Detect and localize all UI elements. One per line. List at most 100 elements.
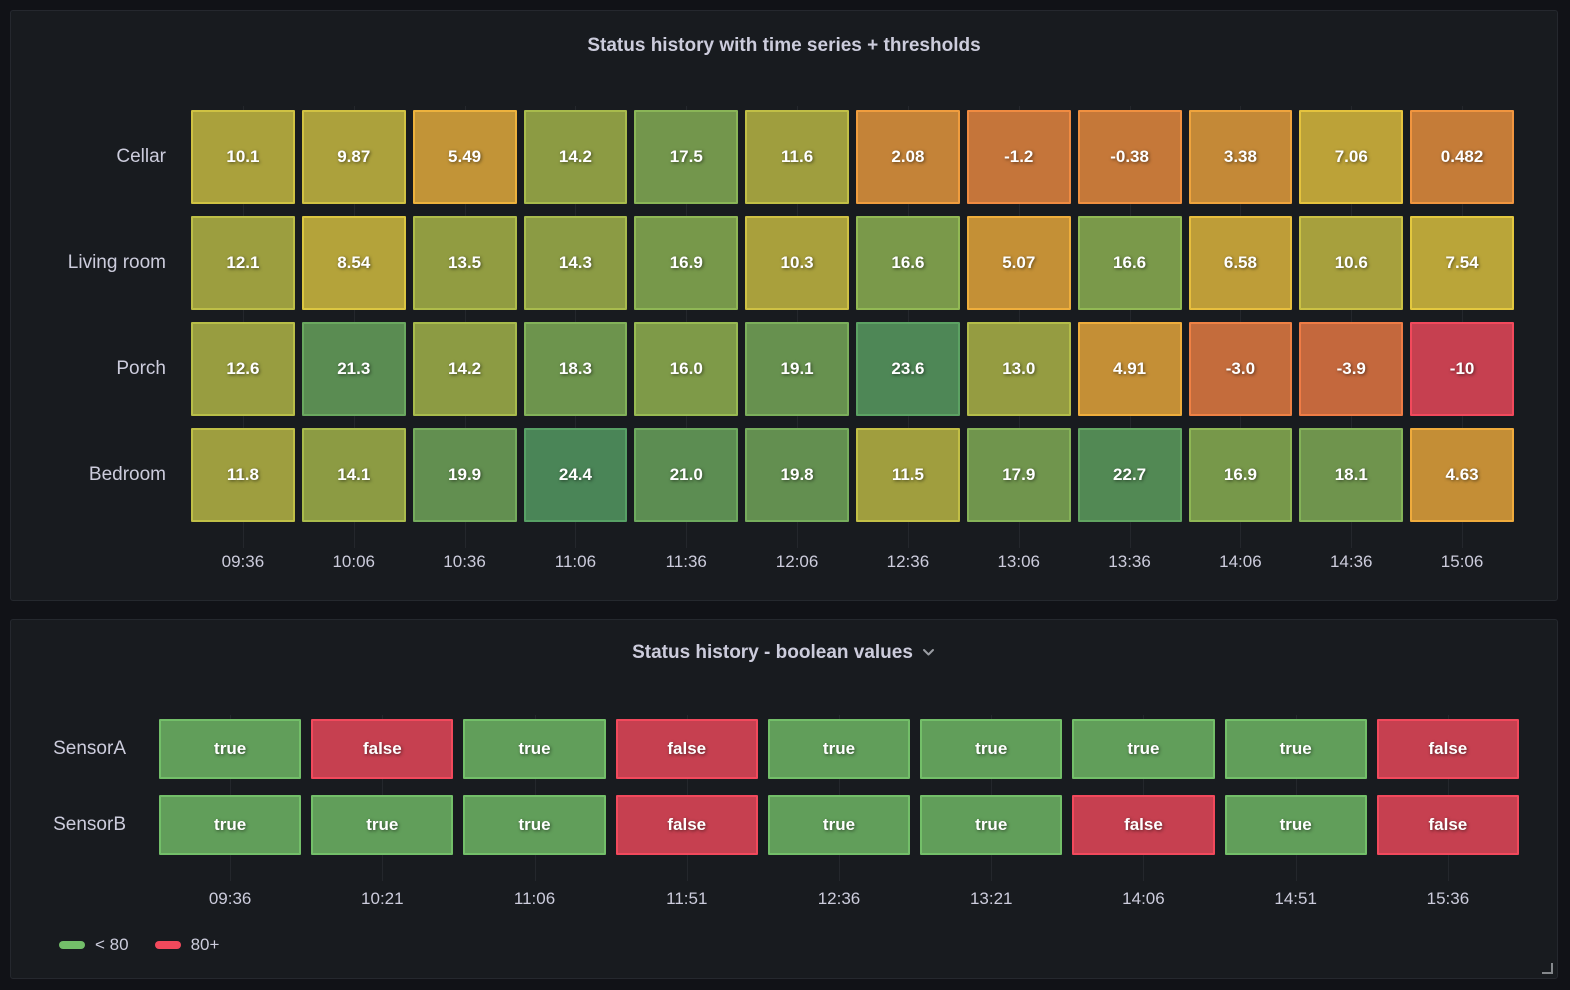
- status-cell[interactable]: -3.0: [1188, 322, 1293, 416]
- status-cell[interactable]: 18.1: [1299, 428, 1404, 522]
- cell-value: true: [1279, 815, 1312, 834]
- status-cell[interactable]: 13.5: [412, 216, 517, 310]
- status-cell[interactable]: 16.9: [634, 216, 739, 310]
- x-tick-label: 11:36: [665, 552, 707, 571]
- cell-value: -10: [1449, 359, 1475, 378]
- x-tick-label: 10:21: [361, 889, 404, 908]
- cell-value: 17.5: [669, 147, 703, 166]
- status-cell[interactable]: false: [615, 795, 758, 855]
- cell-value: 14.2: [448, 359, 482, 378]
- status-cell[interactable]: 2.08: [856, 110, 960, 204]
- panel-title[interactable]: Status history - boolean values: [632, 642, 913, 663]
- status-grid: SensorA true false true false true true true tru…: [11, 715, 1557, 881]
- status-cell[interactable]: 4.91: [1077, 322, 1182, 416]
- status-cell[interactable]: -3.9: [1299, 322, 1404, 416]
- status-cell[interactable]: 14.3: [523, 216, 628, 310]
- status-cell[interactable]: 10.3: [745, 216, 849, 310]
- status-cell[interactable]: true: [767, 795, 911, 855]
- cell-value: 23.6: [891, 359, 925, 378]
- status-cell[interactable]: true: [920, 719, 1063, 779]
- status-cell[interactable]: 11.6: [745, 110, 849, 204]
- status-cell[interactable]: 21.0: [634, 428, 739, 522]
- status-cell[interactable]: 7.06: [1299, 110, 1404, 204]
- status-cell[interactable]: 7.54: [1410, 216, 1514, 310]
- status-cell[interactable]: false: [615, 719, 758, 779]
- x-tick-label: 15:36: [1426, 889, 1470, 908]
- status-cell[interactable]: -0.38: [1077, 110, 1182, 204]
- cell-value: false: [1124, 815, 1163, 834]
- cell-value: 5.07: [1002, 253, 1036, 272]
- status-cell[interactable]: 14.1: [301, 428, 406, 522]
- status-cell[interactable]: 19.8: [745, 428, 849, 522]
- status-cell[interactable]: 11.8: [191, 428, 295, 522]
- status-cell[interactable]: 10.1: [191, 110, 295, 204]
- cell-value: 16.9: [1223, 465, 1257, 484]
- x-axis: 09:36 10:21 11:06 11:51 12:36 13:21 14:06 14:51…: [11, 889, 1557, 909]
- cell-value: 11.5: [891, 465, 924, 484]
- status-cell[interactable]: 17.9: [966, 428, 1071, 522]
- status-cell[interactable]: true: [767, 719, 911, 779]
- chevron-down-icon[interactable]: [921, 645, 936, 665]
- status-cell[interactable]: true: [311, 795, 454, 855]
- status-cell[interactable]: true: [920, 795, 1063, 855]
- status-cell[interactable]: 5.07: [966, 216, 1071, 310]
- cell-value: 5.49: [448, 147, 482, 166]
- cell-value: 18.1: [1334, 465, 1368, 484]
- status-cell[interactable]: false: [311, 719, 454, 779]
- status-cell[interactable]: true: [159, 719, 302, 779]
- panel-resize-handle-icon[interactable]: [1542, 963, 1553, 974]
- cell-value: false: [1428, 815, 1468, 834]
- status-cell[interactable]: false: [1376, 795, 1519, 855]
- status-cell[interactable]: false: [1376, 719, 1519, 779]
- cell-value: 17.9: [1002, 465, 1036, 484]
- status-cell[interactable]: 16.9: [1188, 428, 1293, 522]
- status-cell[interactable]: 13.0: [966, 322, 1071, 416]
- status-cell[interactable]: -1.2: [966, 110, 1071, 204]
- x-tick-label: 12:36: [886, 552, 930, 571]
- status-cell[interactable]: true: [159, 795, 302, 855]
- status-cell[interactable]: 19.1: [745, 322, 849, 416]
- status-cell[interactable]: 12.1: [191, 216, 295, 310]
- x-tick-label: 12:06: [775, 552, 819, 571]
- status-cell[interactable]: 14.2: [412, 322, 517, 416]
- status-cell[interactable]: 11.5: [856, 428, 960, 522]
- status-cell[interactable]: true: [463, 795, 606, 855]
- cell-value: 16.0: [669, 359, 703, 378]
- status-cell[interactable]: 5.49: [412, 110, 517, 204]
- status-cell[interactable]: 22.7: [1077, 428, 1182, 522]
- status-cell[interactable]: 0.482: [1410, 110, 1514, 204]
- legend-item[interactable]: 80+: [154, 935, 219, 955]
- cell-value: 19.8: [780, 465, 814, 484]
- cell-value: 19.9: [448, 465, 482, 484]
- status-cell[interactable]: true: [463, 719, 606, 779]
- status-cell[interactable]: true: [1224, 719, 1367, 779]
- status-cell[interactable]: 17.5: [634, 110, 739, 204]
- status-cell[interactable]: 8.54: [301, 216, 406, 310]
- status-cell[interactable]: -10: [1410, 322, 1514, 416]
- status-cell[interactable]: 16.6: [856, 216, 960, 310]
- status-cell[interactable]: true: [1072, 719, 1215, 779]
- status-cell[interactable]: 16.0: [634, 322, 739, 416]
- cell-value: 14.1: [337, 465, 371, 484]
- status-cell[interactable]: true: [1224, 795, 1367, 855]
- status-cell[interactable]: 19.9: [412, 428, 517, 522]
- status-cell[interactable]: false: [1072, 795, 1215, 855]
- x-tick-label: 11:06: [513, 889, 556, 908]
- status-cell[interactable]: 4.63: [1410, 428, 1514, 522]
- status-cell[interactable]: 14.2: [523, 110, 628, 204]
- status-cell[interactable]: 9.87: [301, 110, 406, 204]
- status-cell[interactable]: 3.38: [1188, 110, 1293, 204]
- status-cell[interactable]: 23.6: [856, 322, 960, 416]
- panel-title[interactable]: Status history with time series + thresh…: [587, 35, 981, 56]
- status-cell[interactable]: 24.4: [523, 428, 628, 522]
- status-cell[interactable]: 12.6: [191, 322, 295, 416]
- cell-value: 10.6: [1334, 253, 1368, 272]
- legend-item[interactable]: < 80: [59, 935, 129, 955]
- status-cell[interactable]: 16.6: [1077, 216, 1182, 310]
- status-cell[interactable]: 21.3: [301, 322, 406, 416]
- status-row: SensorB true true true false true true false tru…: [11, 795, 1557, 855]
- status-row: Living room 12.1 8.54 13.5 14.3 16.9 10.3 16.6 5…: [11, 216, 1557, 310]
- status-cell[interactable]: 6.58: [1188, 216, 1293, 310]
- status-cell[interactable]: 10.6: [1299, 216, 1404, 310]
- status-cell[interactable]: 18.3: [523, 322, 628, 416]
